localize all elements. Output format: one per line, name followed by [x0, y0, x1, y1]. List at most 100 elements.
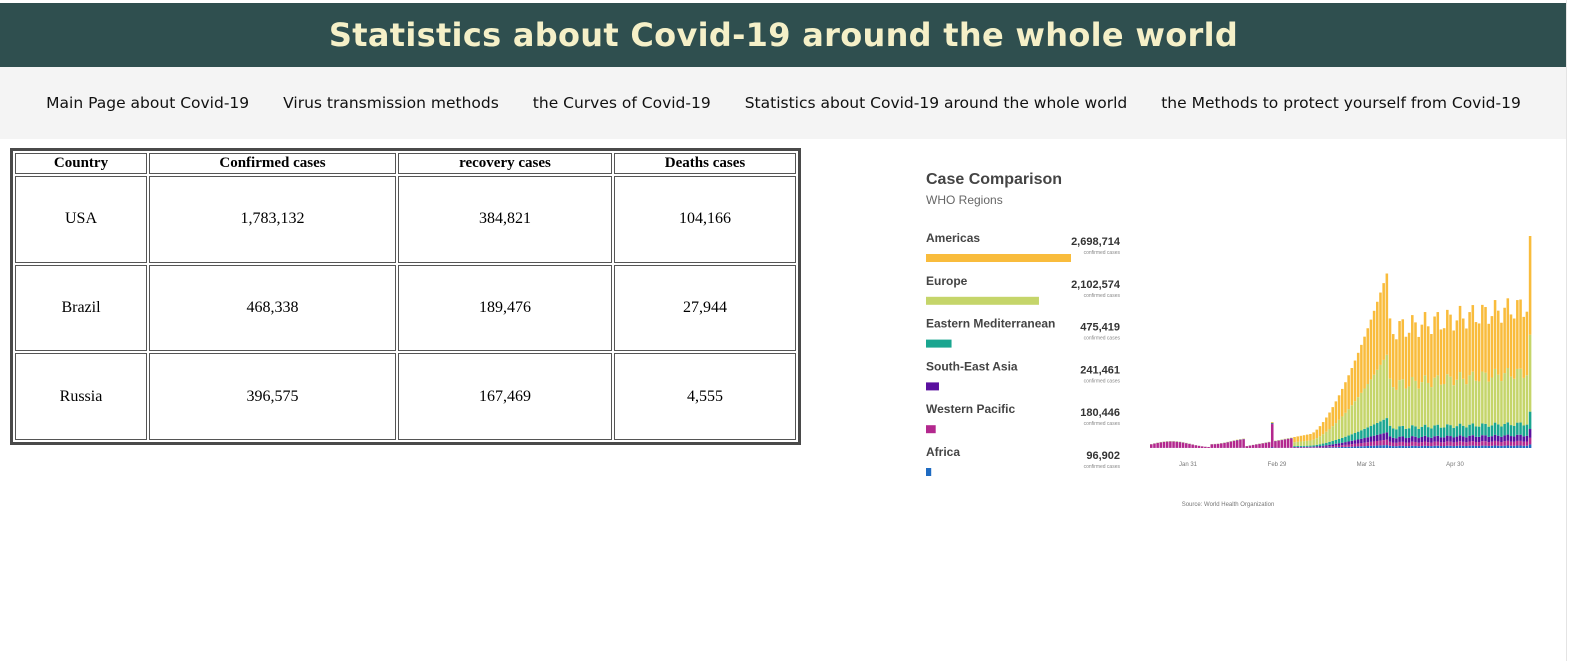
timeline-bar-segment	[1411, 445, 1414, 448]
timeline-bar-segment	[1363, 388, 1366, 429]
timeline-bar-segment	[1382, 433, 1385, 441]
timeline-bar-segment	[1353, 440, 1357, 444]
chart-title: Case Comparison	[926, 171, 1062, 188]
timeline-bar-segment	[1471, 371, 1475, 424]
timeline-bar-segment	[1293, 442, 1296, 447]
timeline-bar-segment	[1484, 372, 1487, 424]
timeline-bar-segment	[1452, 385, 1455, 428]
timeline-bar-segment	[1528, 444, 1532, 448]
timeline-bar-segment	[1194, 445, 1198, 448]
timeline-bar-segment	[1500, 436, 1503, 442]
timeline-bar-segment	[1516, 422, 1519, 435]
timeline-bar-segment	[1496, 441, 1500, 446]
timeline-bar-segment	[1474, 322, 1478, 381]
timeline-bar-segment	[1465, 328, 1468, 385]
timeline-bar-segment	[1325, 417, 1328, 432]
timeline-bar-segment	[1516, 368, 1519, 423]
timeline-bar-segment	[1312, 446, 1315, 448]
timeline-bar-segment	[1516, 445, 1519, 448]
timeline-bar-segment	[1481, 423, 1484, 436]
timeline-bar-segment	[1474, 380, 1478, 427]
region-label: Eastern Mediterranean	[926, 317, 1055, 331]
timeline-bar-segment	[1490, 425, 1494, 437]
region-value-label: 2,698,714	[1071, 236, 1121, 248]
timeline-bar-segment	[1350, 434, 1354, 441]
timeline-bar-segment	[1481, 435, 1484, 442]
timeline-bar-segment	[1439, 427, 1443, 438]
nav-link-curves[interactable]: the Curves of Covid-19	[532, 94, 711, 112]
timeline-bar-segment	[1372, 441, 1376, 446]
timeline-bar-segment	[1344, 446, 1347, 448]
timeline-bar-segment	[1366, 427, 1370, 438]
region-value-caption: confirmed cases	[1084, 421, 1121, 427]
timeline-bar-segment	[1458, 423, 1462, 436]
timeline-bar-segment	[1382, 419, 1385, 434]
timeline-bar-segment	[1496, 374, 1500, 425]
timeline-bar-segment	[1372, 445, 1376, 448]
timeline-bar-segment	[1452, 437, 1455, 443]
timeline-bar-segment	[1509, 314, 1513, 377]
nav-link-statistics[interactable]: Statistics about Covid-19 around the who…	[744, 94, 1128, 112]
timeline-bar-segment	[1496, 445, 1500, 448]
timeline-bar-segment	[1433, 377, 1436, 426]
timeline-bar-segment	[1321, 434, 1325, 444]
timeline-bar-segment	[1372, 374, 1376, 425]
timeline-bar-segment	[1426, 442, 1430, 446]
timeline-bar-segment	[1503, 445, 1506, 448]
page-title: Statistics about Covid-19 around the who…	[328, 16, 1239, 54]
timeline-bar-segment	[1528, 411, 1532, 430]
timeline-bar-segment	[1426, 437, 1430, 443]
timeline-bar-segment	[1376, 441, 1379, 446]
timeline-bar-segment	[1449, 441, 1452, 446]
timeline-bar-segment	[1509, 436, 1513, 442]
timeline-bar-segment	[1309, 440, 1312, 446]
timeline-bar-segment	[1391, 437, 1395, 443]
timeline-bar-segment	[1468, 445, 1471, 448]
timeline-bar-segment	[1493, 300, 1497, 369]
timeline-bar-segment	[1360, 392, 1363, 431]
timeline-bar-segment	[1318, 444, 1322, 447]
timeline-bar-segment	[1305, 434, 1309, 441]
timeline-bar-segment	[1325, 446, 1328, 448]
timeline-bar-segment	[1430, 334, 1433, 388]
timeline-bar-segment	[1512, 425, 1516, 437]
chart-subtitle: WHO Regions	[926, 193, 1003, 207]
timeline-bar-segment	[1500, 322, 1503, 382]
scrollbar-track[interactable]	[1566, 0, 1586, 661]
timeline-bar-segment	[1461, 436, 1465, 442]
timeline-bar-segment	[1385, 418, 1389, 433]
timeline-bar-segment	[1286, 438, 1290, 448]
timeline-bar-segment	[1398, 426, 1401, 437]
timeline-bar-segment	[1331, 446, 1334, 448]
nav-link-protection[interactable]: the Methods to protect yourself from Cov…	[1161, 94, 1521, 112]
timeline-bar-segment	[1341, 416, 1344, 438]
timeline-bar-segment	[1404, 336, 1408, 389]
timeline-bar-segment	[1442, 437, 1446, 443]
timeline-bar-segment	[1506, 368, 1510, 423]
timeline-bar-segment	[1312, 432, 1315, 440]
timeline-bar-segment	[1331, 407, 1334, 427]
column-header-country: Country	[15, 153, 147, 174]
timeline-bar-segment	[1528, 236, 1532, 335]
timeline-bar-segment	[1458, 372, 1462, 424]
timeline-bar-segment	[1395, 442, 1398, 447]
timeline-bar-segment	[1477, 436, 1481, 443]
timeline-bar-segment	[1436, 435, 1440, 442]
timeline-bar-segment	[1423, 445, 1427, 448]
timeline-bar-segment	[1299, 445, 1303, 447]
timeline-bar-segment	[1344, 444, 1347, 447]
timeline-bar-segment	[1503, 423, 1506, 436]
timeline-bar-segment	[1191, 444, 1194, 448]
nav-link-main-page[interactable]: Main Page about Covid-19	[46, 94, 250, 112]
timeline-bar-segment	[1401, 425, 1405, 437]
timeline-bar-segment	[1172, 441, 1175, 448]
timeline-bar-segment	[1449, 425, 1452, 437]
timeline-bar-segment	[1430, 428, 1433, 438]
nav-link-transmission[interactable]: Virus transmission methods	[283, 94, 499, 112]
timeline-bar-segment	[1487, 436, 1490, 443]
region-label: Europe	[926, 274, 968, 288]
timeline-bar-segment	[1490, 436, 1494, 442]
timeline-bar-segment	[1353, 401, 1357, 433]
region-value-label: 96,902	[1086, 450, 1120, 462]
timeline-bar-segment	[1156, 443, 1159, 448]
